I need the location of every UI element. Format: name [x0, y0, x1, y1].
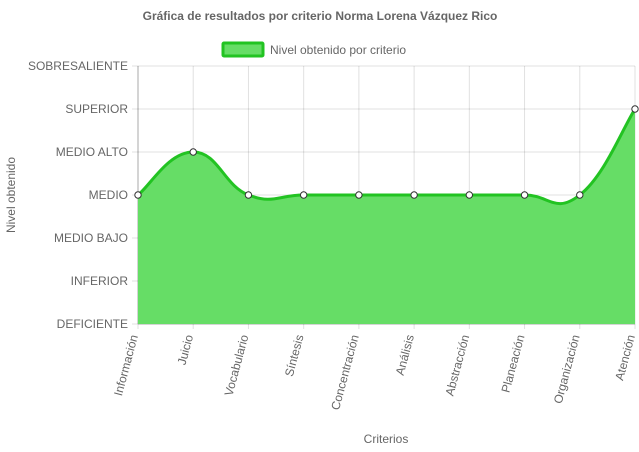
data-point[interactable] [520, 191, 529, 199]
y-axis-title: Nivel obtenido [4, 157, 18, 233]
data-point[interactable] [299, 191, 308, 199]
x-tick-label: Vocabulario [222, 333, 252, 398]
x-axis-ticks: Información Juicio Vocabulario Síntesis Conc… [111, 333, 638, 412]
x-axis-title: Criterios [364, 432, 409, 446]
y-tick-label: MEDIO [89, 188, 128, 202]
x-tick-label: Concentración [328, 333, 362, 411]
x-tick-label: Análisis [393, 333, 417, 377]
y-tick-label: DEFICIENTE [57, 317, 128, 331]
y-tick-label: MEDIO BAJO [54, 231, 128, 245]
series-line [137, 108, 637, 206]
data-point[interactable] [134, 191, 142, 199]
x-tick-label: Atención [612, 333, 638, 382]
y-tick-label: SOBRESALIENTE [28, 59, 128, 73]
y-tick-label: SUPERIOR [65, 102, 128, 116]
series-area-fill [138, 109, 635, 324]
x-tick-label: Organización [551, 333, 583, 405]
y-tick-label: MEDIO ALTO [56, 145, 128, 159]
x-tick-label: Información [111, 333, 141, 397]
series-line-path [137, 108, 637, 206]
x-tick-label: Síntesis [282, 333, 307, 378]
data-point[interactable] [189, 148, 197, 156]
data-point[interactable] [410, 191, 418, 199]
data-point[interactable] [576, 191, 584, 199]
data-points [134, 105, 639, 199]
x-tick-label: Abstracción [442, 333, 472, 397]
legend-label: Nivel obtenido por criterio [270, 43, 406, 57]
legend[interactable]: Nivel obtenido por criterio [221, 41, 406, 58]
data-point[interactable] [244, 191, 253, 199]
data-point[interactable] [355, 191, 363, 199]
y-axis-ticks: DEFICIENTE INFERIOR MEDIO BAJO MEDIO MEDIO A… [28, 59, 128, 331]
data-point[interactable] [631, 105, 639, 113]
x-tick-label: Juicio [175, 333, 197, 367]
series-area [138, 109, 635, 324]
y-tick-label: INFERIOR [71, 274, 129, 288]
legend-swatch [221, 41, 265, 58]
chart-title: Gráfica de resultados por criterio Norma… [143, 9, 498, 23]
data-point[interactable] [465, 191, 474, 199]
x-tick-label: Planeación [499, 333, 528, 394]
